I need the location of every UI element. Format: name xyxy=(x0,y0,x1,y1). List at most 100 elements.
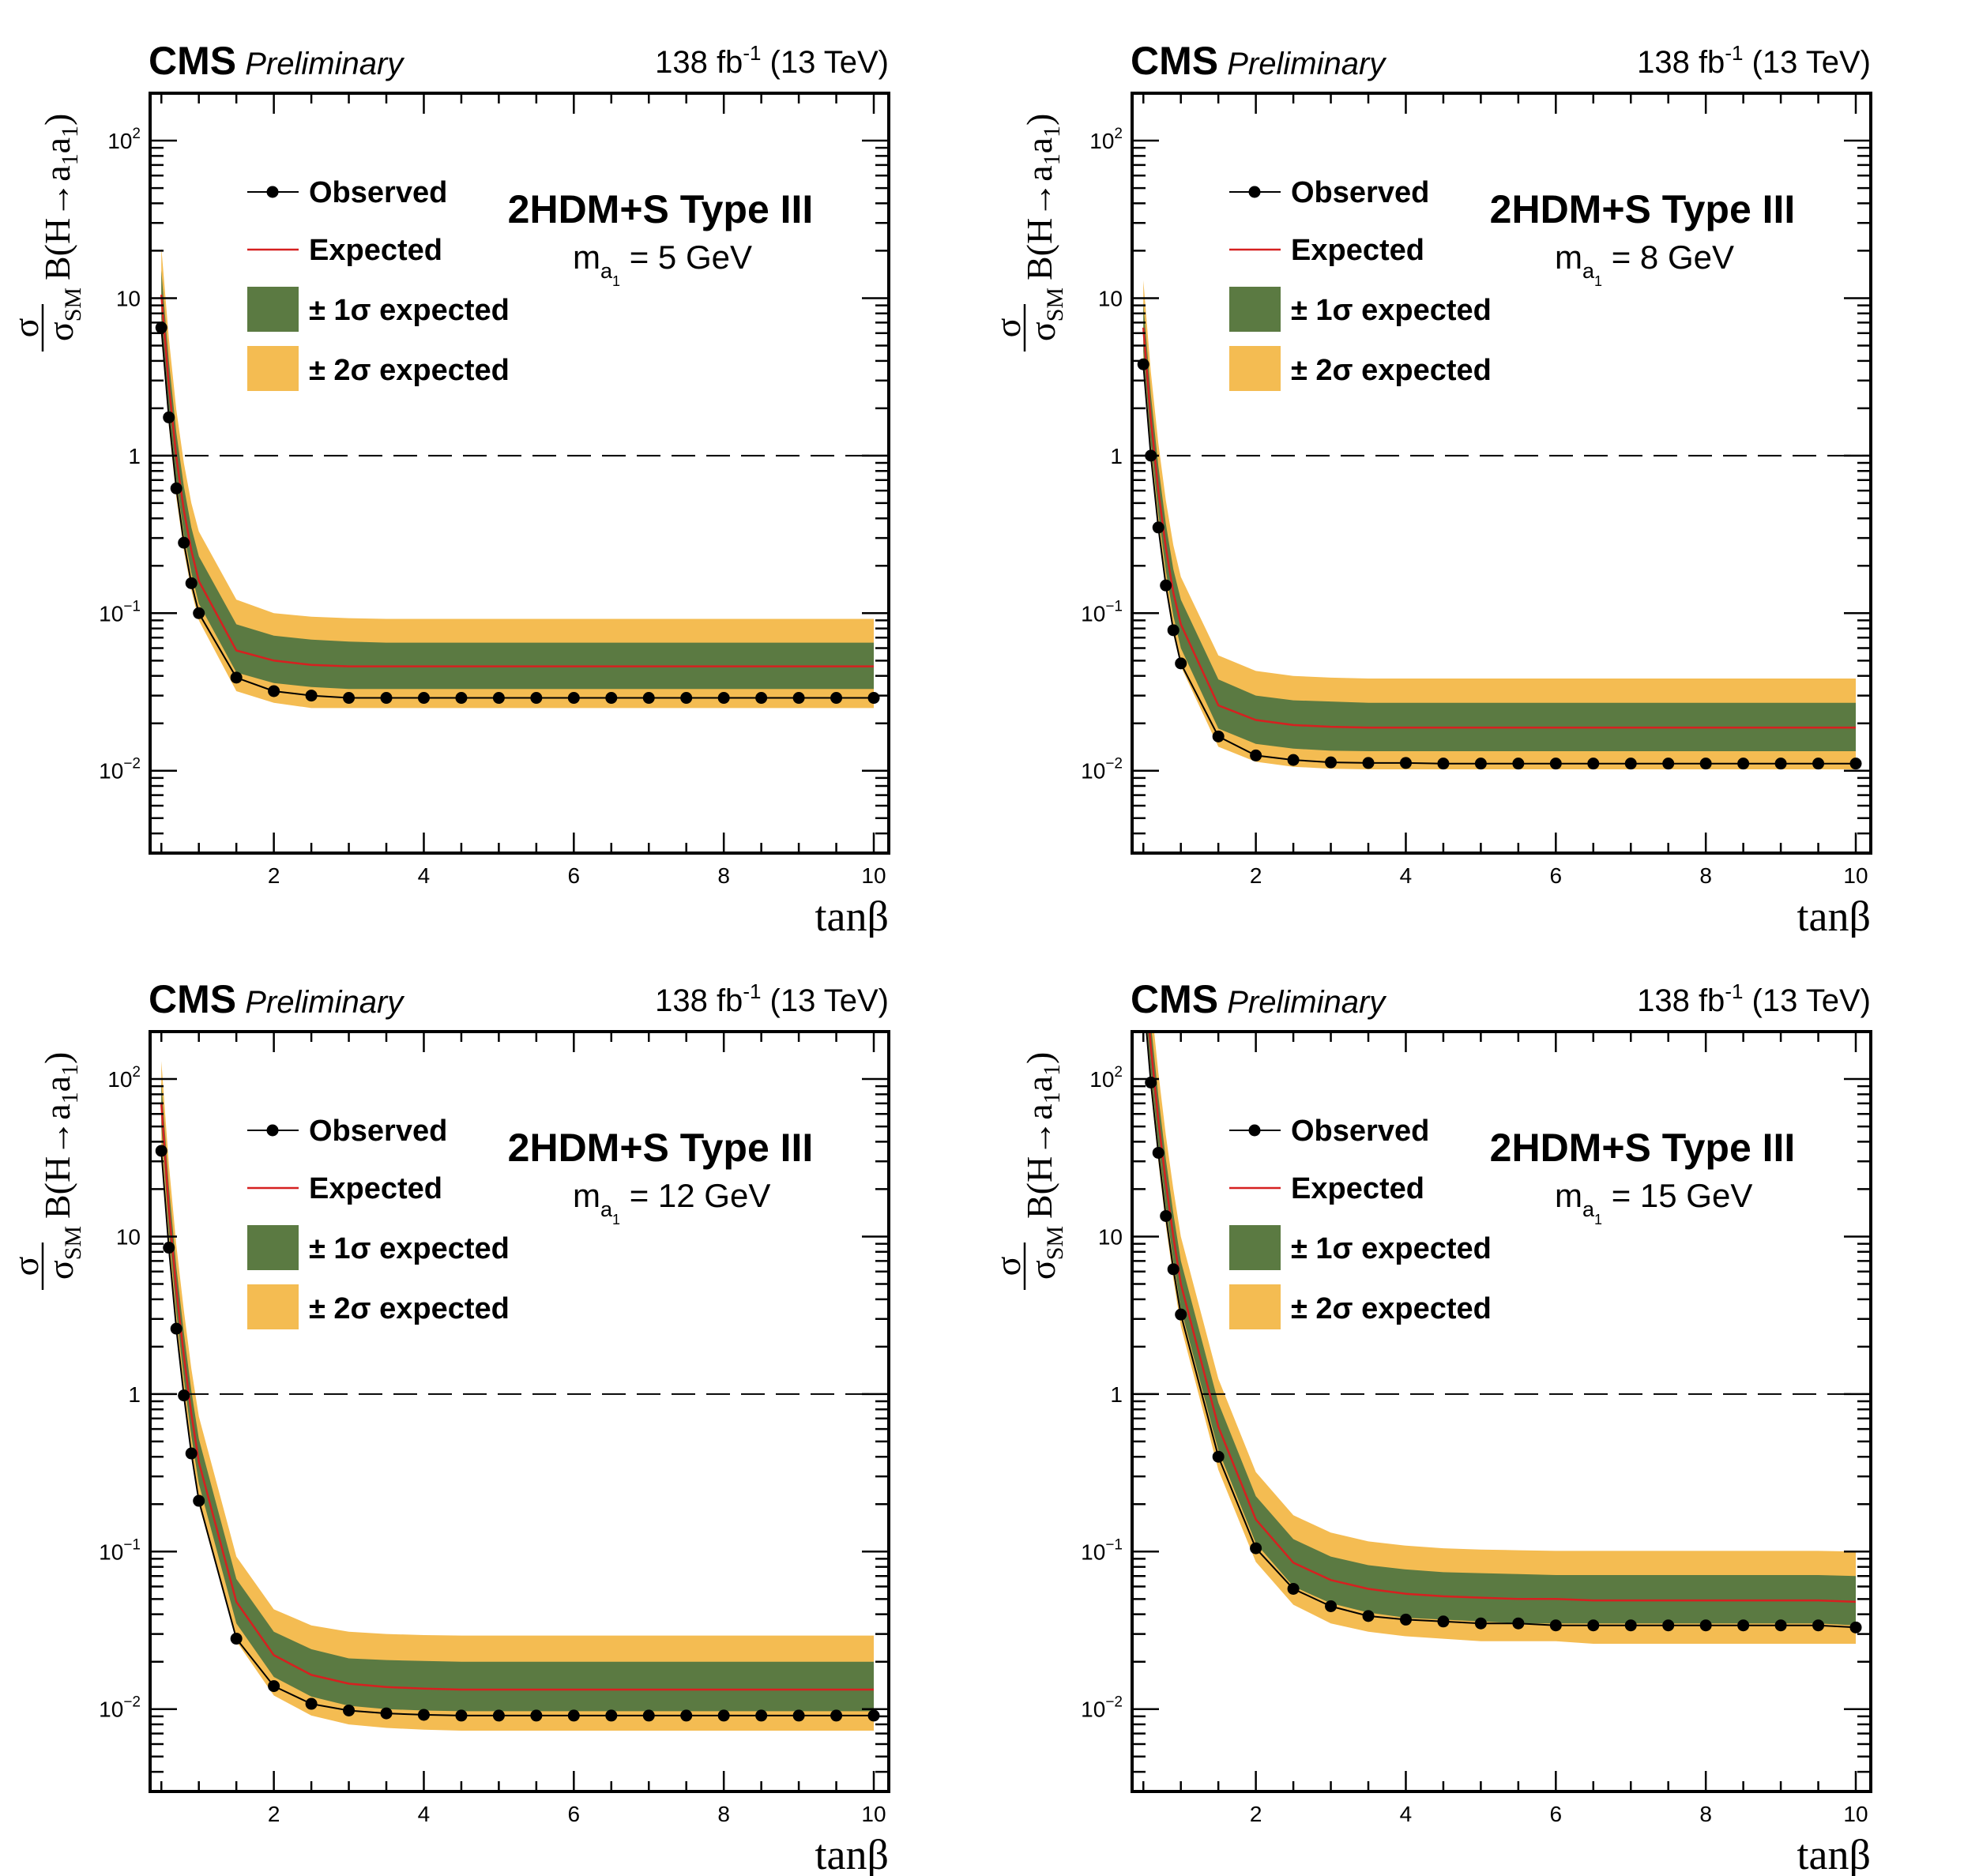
observed-point xyxy=(193,1494,205,1507)
svg-text:σSM: σSM xyxy=(1022,1226,1068,1280)
observed-point xyxy=(1325,1600,1338,1612)
mass-label: ma1 = 15 GeV xyxy=(1555,1177,1752,1227)
observed-point xyxy=(163,1242,175,1254)
legend-1sigma-label: ± 1σ expected xyxy=(1291,294,1492,327)
observed-line xyxy=(1142,364,1856,765)
y-tick-label: 102 xyxy=(107,126,141,153)
observed-point xyxy=(230,1633,243,1645)
observed-point xyxy=(1287,1582,1300,1595)
legend-2sigma-label: ± 2σ expected xyxy=(309,1292,510,1325)
observed-point xyxy=(170,482,182,494)
observed-point xyxy=(1362,757,1375,769)
observed-point xyxy=(1699,758,1712,770)
x-tick-label: 6 xyxy=(568,863,581,888)
y-tick-label: 1 xyxy=(1110,1382,1123,1407)
y-tick-label: 10−1 xyxy=(1081,598,1123,626)
observed-point xyxy=(1152,521,1164,534)
x-tick-label: 4 xyxy=(1400,1802,1413,1826)
x-tick-label: 10 xyxy=(861,1802,886,1826)
expected-line xyxy=(160,295,874,667)
x-tick-label: 6 xyxy=(1550,1802,1563,1826)
observed-point xyxy=(155,321,167,334)
legend-1sigma-swatch xyxy=(1229,1225,1281,1270)
lumi-label: 138 fb-1 (13 TeV) xyxy=(655,41,889,80)
observed-point xyxy=(717,692,730,705)
svg-text:σ: σ xyxy=(988,318,1028,337)
legend-2sigma-swatch xyxy=(247,346,299,391)
observed-point xyxy=(1812,1619,1825,1632)
observed-point xyxy=(1399,757,1412,769)
svg-text:σSM: σSM xyxy=(1022,288,1068,341)
observed-point xyxy=(1549,1619,1562,1632)
x-tick-label: 4 xyxy=(418,1802,431,1826)
cms-header: CMS Preliminary xyxy=(149,39,405,83)
plot-frame xyxy=(1131,1030,1872,1793)
legend-expected-label: Expected xyxy=(1291,234,1424,267)
legend-expected-label: Expected xyxy=(1291,1172,1424,1205)
y-tick-label: 10−2 xyxy=(1081,756,1123,784)
observed-point xyxy=(1624,1619,1637,1632)
plot-frame xyxy=(1131,92,1872,855)
y-tick-label: 10 xyxy=(1098,286,1123,310)
observed-point xyxy=(1167,624,1180,637)
observed-point xyxy=(567,692,580,705)
observed-point xyxy=(1474,758,1487,770)
legend-observed-label: Observed xyxy=(1291,176,1429,209)
legend-2sigma-label: ± 2σ expected xyxy=(309,354,510,387)
observed-point xyxy=(343,692,356,705)
observed-point xyxy=(1250,1542,1262,1555)
observed-point xyxy=(380,1707,393,1720)
observed-point xyxy=(1325,756,1338,769)
observed-point xyxy=(1549,758,1562,770)
x-tick-label: 8 xyxy=(717,1802,730,1826)
legend-1sigma-swatch xyxy=(247,287,299,332)
plot-area xyxy=(1132,280,1871,770)
svg-text:B(H→a1a1): B(H→a1a1) xyxy=(37,1052,83,1219)
observed-point xyxy=(178,1389,190,1402)
observed-point xyxy=(230,671,243,684)
observed-point xyxy=(455,1709,468,1722)
cms-header: CMS Preliminary xyxy=(149,977,405,1021)
observed-point xyxy=(1474,1617,1487,1630)
plot-area xyxy=(150,247,889,709)
panel-ma1-15: 2 4 6 8 10 10−2 10−1 1 10 102 CMS Preliminary 138 f… xyxy=(982,938,1964,1876)
observed-point xyxy=(1624,758,1637,770)
band-1sigma xyxy=(1147,1032,1856,1626)
observed-point xyxy=(717,1709,730,1722)
observed-point xyxy=(1437,1615,1450,1628)
mass-label: ma1 = 12 GeV xyxy=(573,1177,770,1227)
observed-line xyxy=(160,1150,874,1716)
model-title: 2HDM+S Type III xyxy=(508,187,814,231)
observed-point xyxy=(343,1704,356,1716)
y-tick-label: 102 xyxy=(107,1064,141,1092)
band-1sigma xyxy=(1143,303,1856,751)
legend-observed-marker xyxy=(1248,186,1261,198)
x-tick-label: 10 xyxy=(1843,863,1868,888)
observed-point xyxy=(185,577,198,589)
legend-2sigma-swatch xyxy=(1229,346,1281,391)
observed-point xyxy=(185,1447,198,1460)
observed-point xyxy=(755,1709,768,1722)
observed-point xyxy=(680,1709,693,1722)
observed-point xyxy=(605,692,618,705)
mass-label: ma1 = 5 GeV xyxy=(573,239,752,289)
y-tick-label: 10−2 xyxy=(1081,1694,1123,1722)
observed-point xyxy=(455,692,468,705)
plot-area xyxy=(1132,1032,1871,1644)
y-tick-label: 1 xyxy=(128,1382,141,1407)
plot-frame xyxy=(149,1030,890,1793)
chart-svg: 2 4 6 8 10 10−2 10−1 1 10 102 CMS Preliminary 138 f… xyxy=(6,39,890,938)
observed-point xyxy=(380,692,393,705)
svg-text:B(H→a1a1): B(H→a1a1) xyxy=(37,114,83,280)
legend: Observed Expected ± 1σ expected ± 2σ expect… xyxy=(1229,176,1492,391)
x-axis-label: tanβ xyxy=(815,1831,889,1876)
x-tick-label: 6 xyxy=(568,1802,581,1826)
y-tick-label: 1 xyxy=(1110,444,1123,468)
observed-point xyxy=(867,1709,880,1722)
observed-point xyxy=(530,1709,543,1722)
y-tick-label: 10 xyxy=(116,286,141,310)
x-axis-label: tanβ xyxy=(1797,1831,1871,1876)
